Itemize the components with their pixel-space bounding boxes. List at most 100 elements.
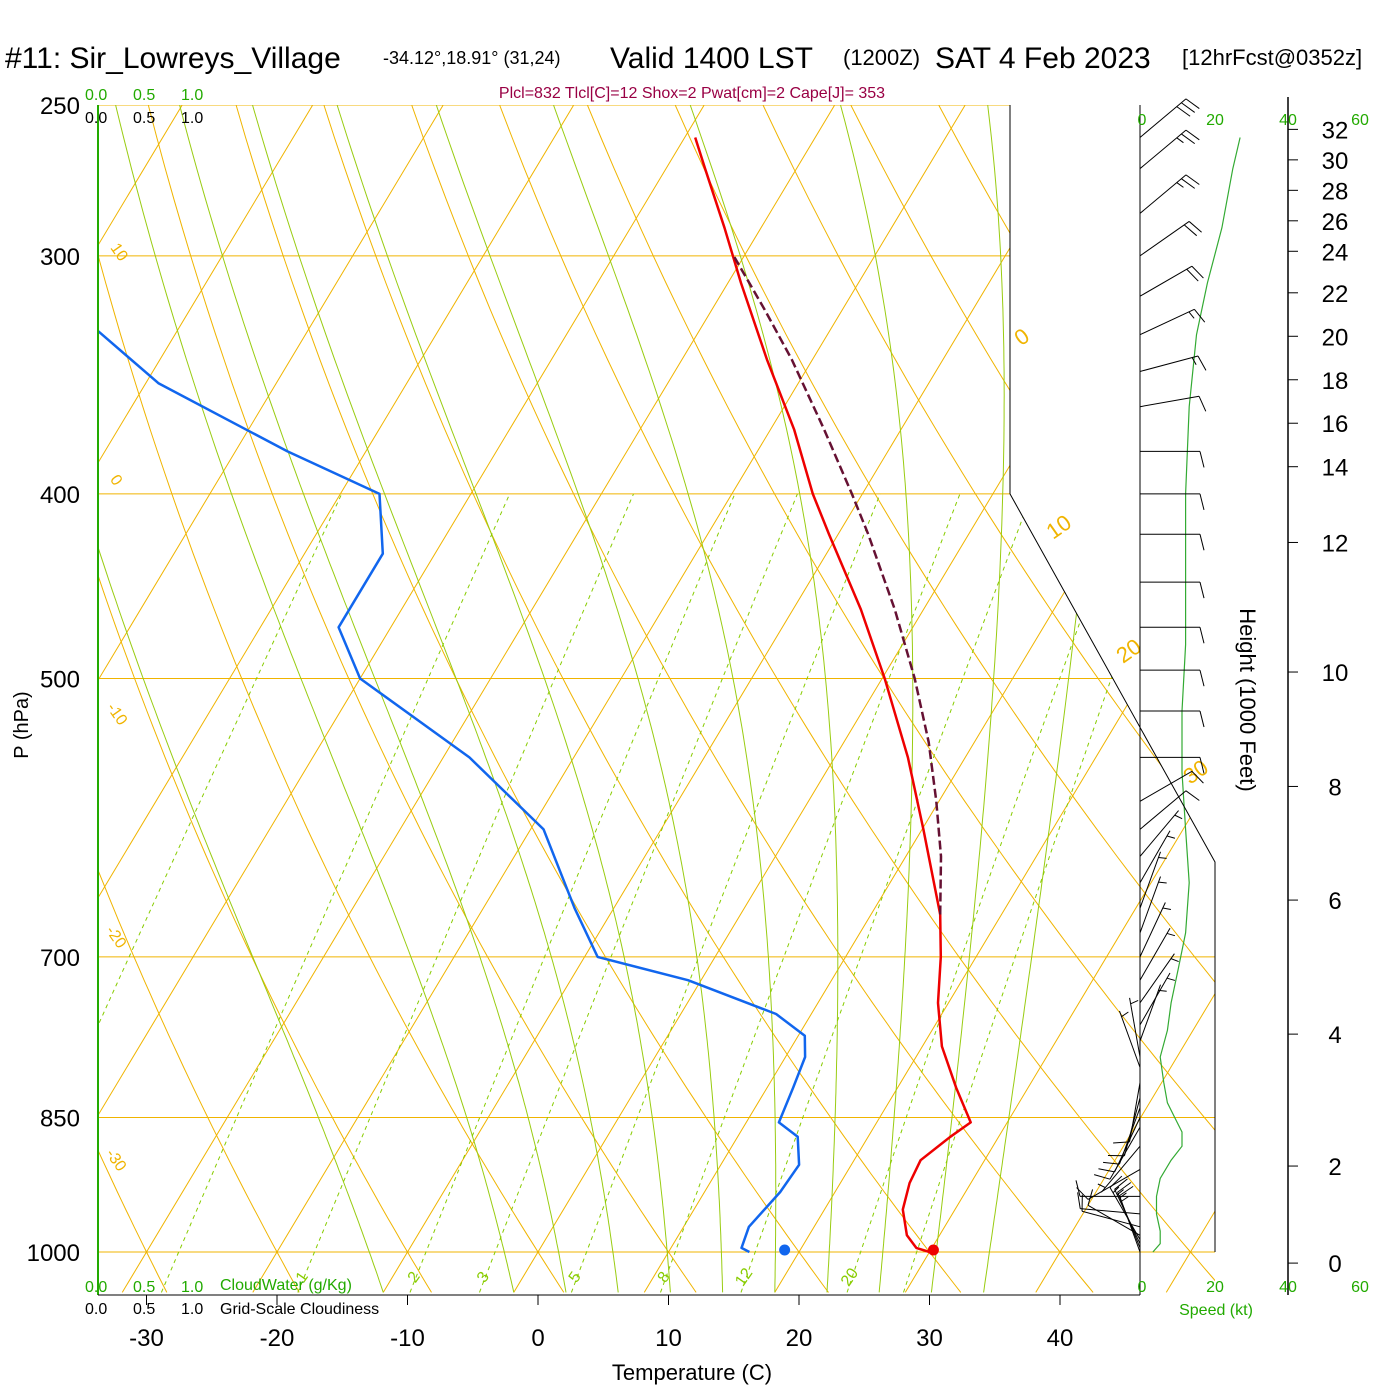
moist-adiabat xyxy=(242,105,619,1293)
pressure-tick-700: 700 xyxy=(40,945,80,972)
wind-barb-staff xyxy=(1139,810,1179,857)
wind-barb-flag xyxy=(1181,102,1196,113)
height-tick-24: 24 xyxy=(1322,239,1349,266)
wind-barb xyxy=(1140,669,1205,687)
wind-barb xyxy=(1076,1168,1141,1200)
temp-tick-0: 0 xyxy=(531,1325,544,1352)
dry-adiabat xyxy=(98,105,565,1293)
cloudwater-label: CloudWater (g/Kg) xyxy=(220,1277,352,1294)
wind-barb-flag xyxy=(1117,1182,1132,1193)
y-axis-title: P (hPa) xyxy=(11,691,33,758)
wind-barb-staff xyxy=(1139,221,1190,257)
speed-bottom-2: 40 xyxy=(1279,1279,1297,1296)
height-tick-18: 18 xyxy=(1322,368,1349,395)
wind-barb-staff xyxy=(1081,1210,1141,1228)
height-tick-0: 0 xyxy=(1328,1251,1341,1278)
mixing-ratio-label: 20 xyxy=(838,1265,862,1289)
parcel-line xyxy=(732,255,943,915)
wind-barb-staff xyxy=(1139,308,1195,336)
mixing-ratio-line xyxy=(903,493,1177,1293)
wind-barb-flag xyxy=(1191,265,1204,279)
wind-barb-flag xyxy=(1199,627,1205,644)
dry-adiabat xyxy=(0,71,35,1292)
moist-adiabat xyxy=(326,105,671,1293)
sounding-profiles xyxy=(98,137,972,1256)
wind-barb-half-flag xyxy=(1170,958,1179,963)
top-green-scale-1: 0.5 xyxy=(133,87,155,104)
wind-barb-flag xyxy=(1185,98,1200,109)
stability-indices: Plcl=832 Tlcl[C]=12 Shox=2 Pwat[cm]=2 Ca… xyxy=(499,85,885,102)
wind-barb-flag xyxy=(1181,178,1196,189)
wind-barb-flag xyxy=(1087,1189,1094,1206)
isotherm xyxy=(904,105,1215,1293)
temp-tick-20: 20 xyxy=(786,1325,813,1352)
wind-barb xyxy=(1139,851,1167,909)
wind-barb xyxy=(1139,98,1200,138)
wind-barb-flag xyxy=(1199,493,1205,510)
height-tick-10: 10 xyxy=(1322,660,1349,687)
pressure-tick-850: 850 xyxy=(40,1106,80,1133)
bottom-green-scale-2: 1.0 xyxy=(181,1279,203,1296)
moist-adiabat xyxy=(983,105,1118,1293)
mixing-ratio-line xyxy=(98,493,343,1293)
mixing-ratio-line xyxy=(570,493,881,1293)
wind-barb xyxy=(1077,1192,1141,1215)
pressure-tick-250: 250 xyxy=(40,93,80,120)
wind-barb-flag xyxy=(1199,710,1205,728)
wind-barb-staff xyxy=(1139,265,1193,297)
wind-barb-half-flag xyxy=(1176,137,1184,144)
top-black-scale-0: 0.0 xyxy=(85,110,107,127)
bottom-black-scale-1: 0.5 xyxy=(133,1301,155,1318)
bottom-green-scale-1: 0.5 xyxy=(133,1279,155,1296)
temp-tick--30: -30 xyxy=(129,1325,164,1352)
wind-barb xyxy=(1139,355,1207,372)
surface-dewpoint-dot xyxy=(779,1244,791,1256)
wind-barb-flag xyxy=(1193,309,1206,323)
wind-barb-half-flag xyxy=(1097,1183,1106,1189)
isotherm xyxy=(1035,105,1215,1293)
wind-barb xyxy=(1140,756,1205,774)
wind-barb-half-flag xyxy=(1116,1189,1124,1196)
wind-barb xyxy=(1139,174,1200,214)
wind-barb xyxy=(1139,770,1204,802)
station-coords: -34.12°,18.91° (31,24) xyxy=(383,48,561,68)
mixing-ratio-label: 2 xyxy=(405,1269,424,1286)
wind-barb xyxy=(1139,265,1204,297)
dry-adiabat xyxy=(833,105,1215,1293)
station-title: #11: Sir_Lowreys_Village xyxy=(5,42,341,75)
wind-barb-half-flag xyxy=(1158,881,1167,884)
dry-adiabat-label: 0 xyxy=(106,472,125,489)
wind-barb-flag xyxy=(1114,1178,1128,1190)
top-green-scale-0: 0.0 xyxy=(85,87,107,104)
plot-frame-right xyxy=(1009,105,1216,1118)
wind-barb xyxy=(1109,1175,1141,1240)
wind-barb-staff xyxy=(1139,851,1161,909)
wind-barb-staff xyxy=(1139,876,1161,934)
height-tick-12: 12 xyxy=(1322,530,1349,557)
dry-adiabat xyxy=(98,105,300,1293)
wind-barb-half-flag xyxy=(1166,835,1176,839)
dry-adiabat xyxy=(226,105,829,1293)
wind-barb-flag xyxy=(1185,129,1200,141)
mixing-ratio-line xyxy=(297,493,634,1293)
dry-adiabat-label: 10 xyxy=(107,240,131,264)
wind-barb-staff xyxy=(1139,174,1187,214)
wind-barb xyxy=(1097,1145,1141,1193)
wind-barb xyxy=(1139,876,1167,934)
wind-barb-staff xyxy=(1080,1208,1141,1215)
top-black-scale-2: 1.0 xyxy=(181,110,203,127)
wind-barb-staff xyxy=(1139,830,1171,883)
dry-adiabat xyxy=(573,105,1215,1293)
wind-barb xyxy=(1140,450,1205,468)
wind-barb-half-flag xyxy=(1121,1011,1129,1018)
wind-barb-half-flag xyxy=(1130,999,1139,1005)
wind-barb-flag xyxy=(1199,670,1205,687)
height-tick-32: 32 xyxy=(1322,117,1349,144)
wind-barb xyxy=(1139,972,1176,1026)
valid-time: Valid 1400 LST xyxy=(610,42,813,75)
wind-barb xyxy=(1140,626,1205,644)
dry-adiabat-label: 0 xyxy=(1010,323,1034,351)
header: #11: Sir_Lowreys_Village -34.12°,18.91° … xyxy=(5,42,1362,102)
